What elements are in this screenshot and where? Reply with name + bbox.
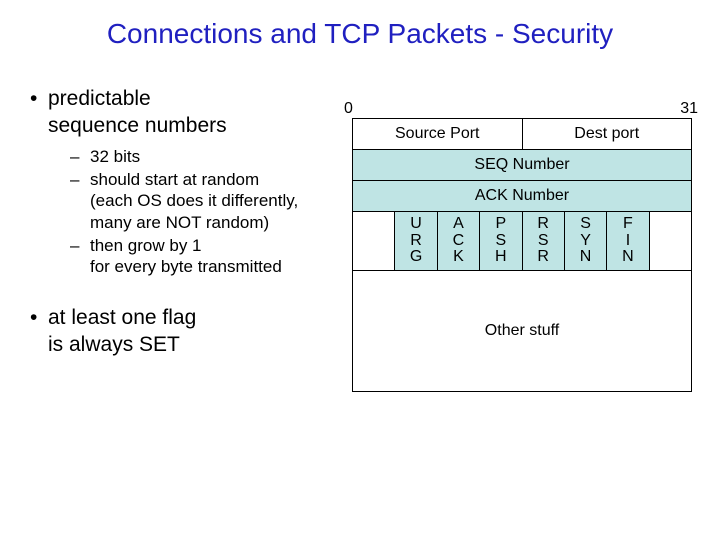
indent-spacer (70, 190, 90, 211)
bullet-dot-icon: • (30, 86, 48, 113)
cell-flag-psh: PSH (480, 212, 522, 271)
bit-label-0: 0 (344, 100, 353, 118)
cell-flag-urg: URG (395, 212, 437, 271)
bullet-dot-icon: • (30, 305, 48, 332)
table-row: Source Port Dest port (353, 119, 692, 150)
indent-spacer (30, 332, 48, 359)
cell-seq-number: SEQ Number (353, 150, 692, 181)
bullet-2: •at least one flag is always SET (30, 305, 340, 359)
cell-flag-syn: SYN (564, 212, 606, 271)
sub-bullet-3: –then grow by 1 for every byte transmitt… (70, 235, 340, 278)
indent-spacer (30, 113, 48, 140)
tcp-header-diagram: 0 31 Source Port Dest port SEQ Number AC… (352, 100, 692, 392)
bullet-1: •predictable sequence numbers (30, 86, 340, 140)
cell-flag-ack: ACK (437, 212, 479, 271)
cell-source-port: Source Port (353, 119, 523, 150)
table-row-flags: URG ACK PSH RSR SYN FIN (353, 212, 692, 271)
indent-spacer (70, 256, 90, 277)
bullet-1-line2: sequence numbers (48, 114, 227, 137)
sub-bullet-2-l1: should start at random (90, 170, 259, 189)
sub-bullet-1-text: 32 bits (90, 147, 140, 166)
bullet-2-line1: at least one flag (48, 306, 196, 329)
cell-flag-rsr: RSR (522, 212, 564, 271)
cell-ack-number: ACK Number (353, 181, 692, 212)
sub-bullet-2-l2: (each OS does it differently, (90, 191, 298, 210)
cell-flag-fin: FIN (607, 212, 649, 271)
sub-bullet-3-l1: then grow by 1 (90, 236, 202, 255)
sub-bullet-2: –should start at random (each OS does it… (70, 169, 340, 233)
dash-icon: – (70, 169, 90, 190)
cell-other-stuff: Other stuff (353, 271, 692, 392)
table-row: Other stuff (353, 271, 692, 392)
cell-dest-port: Dest port (522, 119, 692, 150)
dash-icon: – (70, 235, 90, 256)
tcp-table: Source Port Dest port SEQ Number ACK Num… (352, 118, 692, 392)
dash-icon: – (70, 146, 90, 167)
sub-bullet-2-l3: many are NOT random) (90, 213, 269, 232)
bullet-area: •predictable sequence numbers –32 bits –… (30, 86, 340, 365)
sub-bullet-3-l2: for every byte transmitted (90, 257, 282, 276)
indent-spacer (70, 212, 90, 233)
slide-title: Connections and TCP Packets - Security (0, 18, 720, 50)
bit-label-31: 31 (680, 100, 698, 118)
sub-bullets-1: –32 bits –should start at random (each O… (70, 146, 340, 278)
bullet-1-line1: predictable (48, 87, 151, 110)
table-row: SEQ Number (353, 150, 692, 181)
table-row: ACK Number (353, 181, 692, 212)
bullet-2-line2: is always SET (48, 333, 180, 356)
cell-reserved-left (353, 212, 395, 271)
bit-ruler: 0 31 (352, 100, 692, 118)
slide: Connections and TCP Packets - Security •… (0, 0, 720, 540)
cell-reserved-right (649, 212, 691, 271)
sub-bullet-1: –32 bits (70, 146, 340, 167)
